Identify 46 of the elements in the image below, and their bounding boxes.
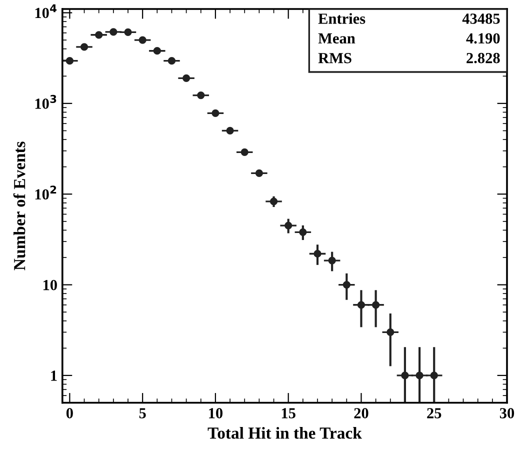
point bbox=[416, 372, 424, 380]
point bbox=[212, 109, 220, 118]
x-axis-title: Total Hit in the Track bbox=[208, 427, 362, 439]
point bbox=[342, 280, 350, 289]
point bbox=[226, 126, 234, 135]
point bbox=[314, 250, 322, 258]
point bbox=[357, 301, 366, 309]
point bbox=[66, 57, 74, 65]
annotation: 4.190 bbox=[466, 33, 500, 44]
annotation: 43485 bbox=[462, 14, 500, 24]
x-tick-label: 25 bbox=[427, 408, 442, 418]
annotation: RMS bbox=[318, 52, 352, 64]
point bbox=[386, 328, 394, 336]
y-axis-title: Number of Events bbox=[13, 142, 26, 270]
point bbox=[240, 148, 248, 156]
annotation: 2.828 bbox=[466, 52, 500, 64]
y-tick-label: 10$^{3}$ bbox=[35, 94, 56, 109]
y-tick-label: 10$^{4}$ bbox=[35, 4, 57, 18]
point bbox=[284, 222, 292, 230]
x-tick-label: 10 bbox=[209, 408, 223, 418]
point bbox=[270, 198, 278, 206]
x-tick-label: 0 bbox=[66, 408, 73, 418]
x-tick-label: 20 bbox=[354, 408, 368, 418]
point bbox=[168, 57, 176, 65]
point bbox=[255, 169, 264, 178]
annotation: Mean bbox=[318, 33, 356, 44]
y-tick-label: 10$^{2}$ bbox=[35, 186, 56, 200]
point bbox=[401, 372, 409, 380]
point bbox=[299, 228, 307, 236]
x-tick-label: 5 bbox=[139, 408, 146, 418]
x-tick-label: 30 bbox=[500, 408, 514, 418]
point bbox=[110, 28, 118, 36]
point bbox=[197, 91, 205, 100]
annotation: Entries bbox=[318, 13, 366, 24]
point bbox=[182, 74, 190, 82]
point bbox=[95, 31, 103, 39]
point bbox=[138, 36, 146, 44]
point bbox=[328, 256, 336, 264]
x-tick-label: 15 bbox=[282, 408, 296, 418]
point bbox=[430, 372, 438, 380]
point bbox=[372, 301, 380, 309]
point bbox=[80, 43, 88, 51]
y-tick-label: 1 bbox=[51, 370, 57, 381]
point bbox=[153, 47, 161, 55]
y-tick-label: 10 bbox=[43, 280, 57, 290]
point bbox=[124, 28, 132, 36]
